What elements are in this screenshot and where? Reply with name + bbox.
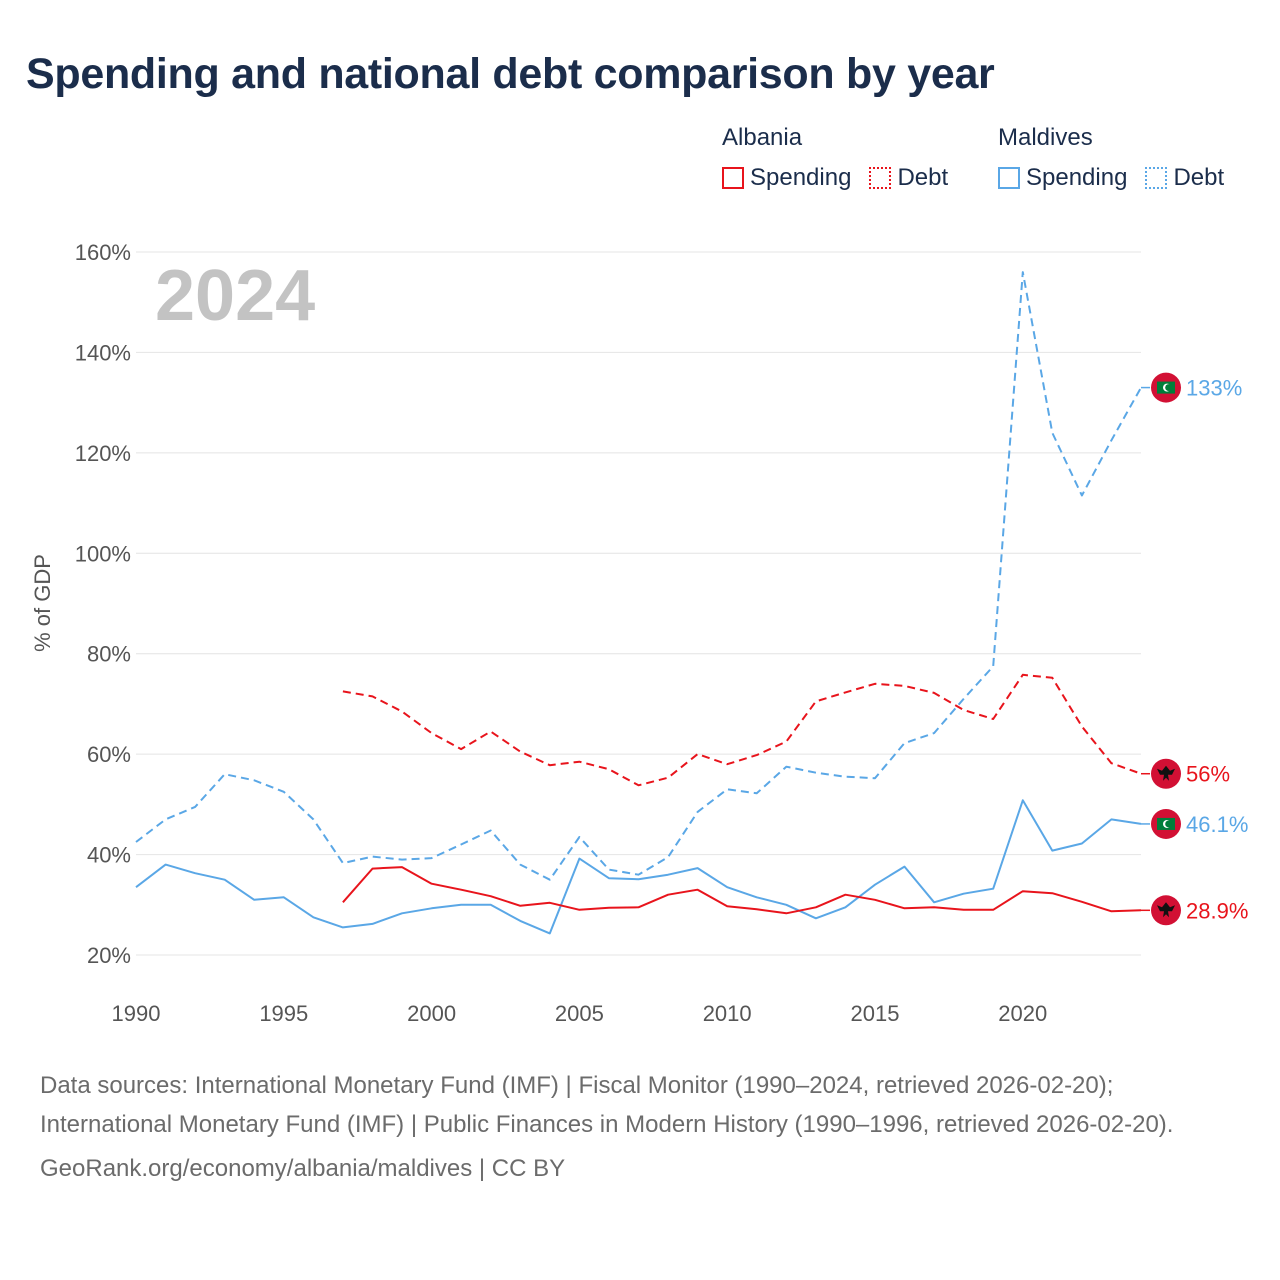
footer: Data sources: International Monetary Fun…: [40, 1066, 1240, 1188]
legend-maldives: Maldives Spending Debt: [998, 124, 1224, 192]
x-tick-label: 2015: [850, 1001, 899, 1026]
legend-label: Debt: [897, 164, 949, 191]
series-line-albania-debt[interactable]: [342, 673, 1142, 787]
y-tick-label: 120%: [75, 441, 131, 466]
x-tick-label: 2000: [407, 1001, 456, 1026]
credit-link[interactable]: GeoRank.org/economy/albania/maldives | C…: [40, 1155, 566, 1182]
albania-flag-icon: [1151, 758, 1181, 789]
x-tick-label: 1995: [259, 1001, 308, 1026]
series-line-albania-spending[interactable]: [342, 866, 1142, 915]
legend-item-maldives-spending[interactable]: Spending: [998, 164, 1127, 192]
page-title: Spending and national debt comparison by…: [26, 50, 995, 98]
series: [135, 271, 1142, 935]
gridlines: [136, 251, 1141, 956]
legend-item-maldives-debt[interactable]: Debt: [1145, 164, 1224, 192]
legend-albania: Albania Spending Debt: [722, 124, 948, 192]
end-value-label: 46.1%: [1186, 812, 1248, 837]
x-tick-label: 2005: [555, 1001, 604, 1026]
end-value-label: 133%: [1186, 376, 1242, 401]
x-tick-label: 1990: [112, 1001, 161, 1026]
x-axis: 1990 1995 2000 2005 2010 2015 2020: [112, 1001, 1048, 1026]
solid-line-swatch-icon: [998, 167, 1020, 189]
y-axis-title: % of GDP: [30, 554, 55, 652]
y-tick-label: 40%: [87, 843, 131, 868]
albania-flag-icon: [1151, 895, 1181, 926]
y-tick-label: 160%: [75, 240, 131, 265]
end-markers: 133% 56% 46.1% 28.9%: [1141, 372, 1248, 926]
maldives-flag-icon: [1151, 372, 1181, 403]
series-line-maldives-debt[interactable]: [135, 271, 1142, 881]
y-tick-label: 80%: [87, 642, 131, 667]
y-tick-label: 60%: [87, 742, 131, 767]
y-tick-label: 100%: [75, 541, 131, 566]
solid-line-swatch-icon: [722, 167, 744, 189]
line-chart: 20% 40% 60% 80% 100% 120% 140% 160% 1990 1995 200…: [30, 240, 1248, 1026]
legend-label: Spending: [750, 164, 852, 191]
maldives-flag-icon: [1151, 808, 1181, 839]
y-tick-label: 20%: [87, 943, 131, 968]
legend-country-albania: Albania: [722, 124, 803, 151]
series-line-maldives-spending[interactable]: [135, 799, 1142, 935]
x-tick-label: 2010: [703, 1001, 752, 1026]
y-axis: 20% 40% 60% 80% 100% 120% 140% 160%: [75, 240, 131, 968]
legend-country-maldives: Maldives: [998, 124, 1093, 151]
x-tick-label: 2020: [998, 1001, 1047, 1026]
dotted-line-swatch-icon: [869, 167, 892, 189]
legend-item-albania-spending[interactable]: Spending: [722, 164, 851, 192]
end-value-label: 28.9%: [1186, 898, 1248, 923]
year-watermark: 2024: [155, 256, 316, 336]
legend-label: Debt: [1173, 164, 1225, 191]
legend-label: Spending: [1026, 164, 1128, 191]
legend-item-albania-debt[interactable]: Debt: [869, 164, 948, 192]
dotted-line-swatch-icon: [1145, 167, 1168, 189]
y-tick-label: 140%: [75, 340, 131, 365]
data-sources-text: Data sources: International Monetary Fun…: [40, 1072, 1174, 1138]
end-value-label: 56%: [1186, 762, 1230, 787]
